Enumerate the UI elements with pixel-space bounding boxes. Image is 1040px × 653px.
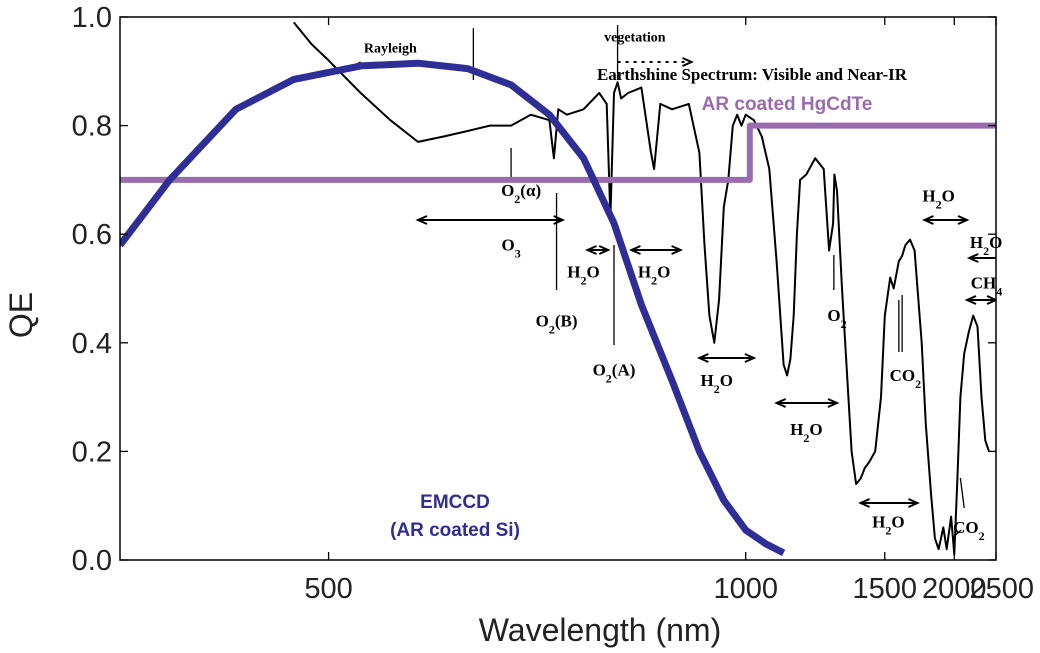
- annotation-8: H2O: [700, 371, 732, 396]
- annotation-11: H2O: [872, 512, 904, 537]
- series-label-emccd: EMCCD: [420, 492, 490, 513]
- ch4-band-arrow-head-right: [986, 295, 996, 305]
- h2o-band-arrow-5-head-left: [858, 498, 870, 508]
- plot-area: [120, 21, 996, 557]
- co2-pointer-1: [959, 477, 965, 509]
- h2o-band-arrow-7-head: [966, 253, 979, 263]
- y-tick-label: 0.8: [72, 111, 112, 143]
- annotation-7: H2O: [638, 263, 670, 288]
- y-tick-label: 1.0: [72, 2, 112, 34]
- h2o-band-arrow-3-head-left: [696, 353, 709, 363]
- annotation-9: H2O: [790, 420, 822, 445]
- h2o-band-arrow-5-head-right: [908, 498, 920, 508]
- annotation-1: vegetation: [604, 30, 666, 45]
- h2o-band-arrow-6-head-left: [922, 215, 934, 225]
- annotation-13: H2O: [922, 187, 954, 212]
- h2o-band-arrow-1-head-right: [598, 245, 611, 255]
- annotation-14: CO2: [953, 518, 985, 543]
- chart-title: Earthshine Spectrum: Visible and Near-IR: [597, 65, 908, 84]
- h2o-band-arrow-4-head-right: [827, 398, 840, 408]
- annotation-4: O2(B): [536, 312, 578, 337]
- annotation-arrows: [336, 25, 996, 538]
- series-line-1: [120, 122, 996, 183]
- annotation-10: O2: [827, 306, 846, 331]
- y-tick-label: 0.2: [72, 436, 112, 468]
- x-tick-label: 1500: [853, 573, 918, 605]
- annotation-3: O2(α): [501, 181, 541, 206]
- x-tick-label: 500: [304, 573, 352, 605]
- h2o-band-arrow-2-head-left: [629, 245, 641, 255]
- series-labels: EMCCD (AR coated Si) AR coated HgCdTe: [390, 94, 872, 541]
- h2o-band-arrow-4-head-left: [774, 398, 787, 408]
- x-axis-label: Wavelength (nm): [479, 612, 721, 648]
- annotation-6: H2O: [567, 263, 599, 288]
- plot-frame: [119, 16, 997, 561]
- annotation-0: Rayleigh: [364, 41, 417, 56]
- h2o-band-arrow-2-head-right: [671, 245, 684, 255]
- annotation-5: O2(A): [593, 360, 636, 385]
- annotation-15: H2O: [970, 233, 1002, 258]
- series-line-0: [120, 59, 786, 557]
- annotation-16: CH4: [971, 274, 1003, 299]
- y-axis-label: QE: [3, 292, 39, 338]
- series-line-2: [293, 21, 990, 556]
- vegetation-arrow-head: [682, 57, 694, 67]
- x-tick-label: 2000: [922, 573, 987, 605]
- y-tick-label: 0.6: [72, 219, 112, 251]
- annotations-layer: Rayleigh vegetation O3 O2(α) O2(B) O2(A) H2O H2…: [364, 30, 1002, 542]
- h2o-band-arrow-1-head-left: [585, 245, 597, 255]
- y-tick-label: 0.4: [72, 328, 112, 360]
- series-layer: [120, 21, 996, 557]
- ch4-band-arrow-head-left: [964, 295, 977, 305]
- y-tick-label: 0.0: [72, 545, 112, 577]
- series-label-hgcdte: AR coated HgCdTe: [702, 94, 873, 115]
- annotation-2: O3: [501, 235, 520, 260]
- o3-band-arrow-head-left: [415, 215, 428, 225]
- annotation-12: CO2: [890, 366, 922, 391]
- x-tick-label: 1000: [713, 573, 778, 605]
- series-label-emccd-sub: (AR coated Si): [390, 520, 520, 541]
- h2o-band-arrow-3-head-right: [744, 353, 757, 363]
- x-tick-label: 2500: [969, 573, 1034, 605]
- h2o-band-arrow-6-head-right: [957, 215, 970, 225]
